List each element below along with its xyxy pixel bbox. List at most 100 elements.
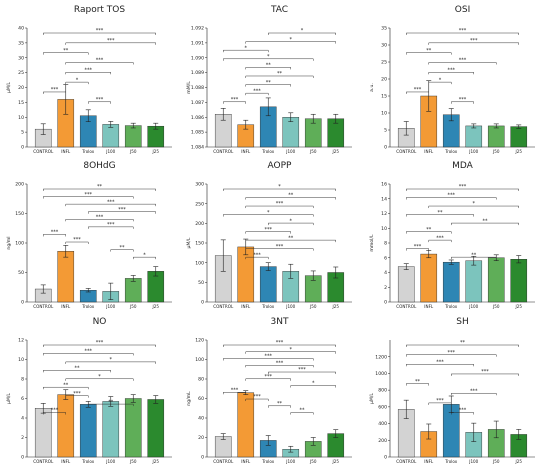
significance-bracket: [406, 197, 497, 200]
significance-bracket: [65, 203, 156, 207]
significance-bracket: [65, 395, 89, 398]
significance-label: **: [483, 218, 489, 224]
significance-bracket: [65, 42, 156, 45]
significance-label: **: [288, 193, 294, 199]
category-label: J100: [468, 459, 478, 464]
significance-label: ***: [107, 199, 115, 205]
category-label: INFL: [424, 304, 434, 309]
significance-bracket: [43, 32, 156, 35]
category-label: J100: [468, 149, 478, 154]
significance-label: ***: [96, 340, 104, 346]
significance-bracket: [88, 211, 156, 214]
significance-label: ***: [73, 391, 81, 397]
significance-label: ***: [298, 367, 306, 373]
y-tick-label: 100: [195, 357, 204, 363]
category-label: Trolox: [261, 149, 275, 154]
y-tick-label: 1.092: [191, 26, 204, 32]
significance-bracket: [451, 412, 474, 415]
category-label: J100: [105, 149, 115, 154]
category-label: J50: [492, 149, 500, 154]
significance-bracket: [451, 393, 497, 396]
bar-4: [124, 125, 142, 148]
category-label: INFL: [61, 459, 71, 464]
bar-4: [487, 125, 505, 148]
y-tick-label: 1.088: [191, 85, 204, 91]
significance-bracket: [406, 52, 452, 55]
category-label: INFL: [61, 149, 71, 154]
significance-label: ***: [436, 359, 444, 365]
significance-label: ***: [96, 58, 104, 64]
significance-bracket: [65, 361, 156, 364]
significance-label: ***: [253, 394, 261, 400]
y-tick-label: 20: [18, 85, 24, 91]
y-tick-label: 0: [21, 145, 24, 151]
significance-label: ***: [481, 369, 489, 375]
panel-3: 8OHdG 0 50 100 150 200 ng/ml CONTROL INFL Trolox J…: [6, 161, 172, 309]
significance-bracket: [223, 58, 314, 61]
y-tick-label: 800: [378, 388, 387, 394]
significance-bracket: [245, 398, 269, 402]
significance-bracket: [406, 383, 429, 386]
significance-label: ***: [459, 184, 467, 190]
significance-label: *: [301, 28, 304, 34]
y-tick-label: 10: [381, 226, 387, 232]
bar-1: [420, 253, 438, 303]
significance-bracket: [245, 197, 336, 200]
y-tick-label: 6: [384, 255, 387, 261]
y-tick-label: 1.084: [191, 145, 204, 151]
significance-bracket: [43, 386, 89, 390]
panel-1: TAC 1.084 1.085 1.086 1.087 1.088 1.089 1.090 1.…: [186, 5, 352, 154]
panel-title: TAC: [270, 5, 288, 15]
significance-bracket: [43, 353, 134, 356]
y-tick-label: 2: [21, 435, 24, 441]
panel-title: OSI: [455, 5, 470, 15]
category-label: INFL: [241, 459, 251, 464]
significance-bracket: [245, 239, 336, 243]
y-tick-label: 0: [384, 145, 387, 151]
y-tick-label: 15: [18, 100, 24, 106]
category-label: J100: [285, 149, 295, 154]
significance-bracket: [428, 62, 497, 65]
panel-title: 3NT: [271, 317, 289, 327]
significance-label: ***: [459, 58, 467, 64]
significance-label: ***: [73, 237, 81, 243]
category-label: J100: [285, 304, 295, 309]
significance-label: **: [277, 71, 283, 77]
y-tick-label: 1.085: [191, 130, 204, 136]
category-label: Trolox: [81, 149, 95, 154]
bar-3: [465, 125, 483, 148]
significance-bracket: [43, 91, 66, 94]
significance-bracket: [245, 67, 291, 70]
y-tick-label: 200: [378, 438, 387, 444]
y-axis-label: μM/L: [369, 393, 375, 404]
significance-label: ***: [414, 244, 422, 250]
significance-label: **: [288, 235, 294, 241]
significance-label: **: [300, 408, 306, 414]
significance-label: ***: [85, 68, 93, 74]
significance-bracket: [245, 84, 291, 87]
y-tick-label: 35: [381, 26, 387, 32]
y-tick-label: 60: [198, 396, 204, 402]
y-axis-label: mM/L: [186, 81, 192, 94]
significance-bracket: [223, 344, 336, 347]
significance-label: *: [290, 37, 293, 43]
y-tick-label: 150: [195, 241, 204, 247]
significance-bracket: [245, 365, 314, 368]
significance-bracket: [65, 72, 111, 75]
significance-bracket: [65, 241, 89, 245]
y-tick-label: 1.091: [191, 40, 204, 46]
significance-bracket: [428, 402, 452, 405]
significance-label: **: [266, 80, 272, 86]
significance-label: ***: [276, 340, 284, 346]
significance-label: ***: [85, 192, 93, 198]
significance-bracket: [245, 75, 314, 78]
significance-bracket: [428, 205, 519, 209]
significance-label: ***: [231, 97, 239, 103]
significance-bracket: [245, 248, 314, 251]
y-tick-label: 1.087: [191, 100, 204, 106]
significance-bracket: [43, 188, 156, 191]
significance-bracket: [406, 214, 474, 217]
category-label: J25: [515, 149, 523, 154]
panel-title: 8OHdG: [83, 161, 115, 171]
significance-bracket: [451, 222, 519, 226]
